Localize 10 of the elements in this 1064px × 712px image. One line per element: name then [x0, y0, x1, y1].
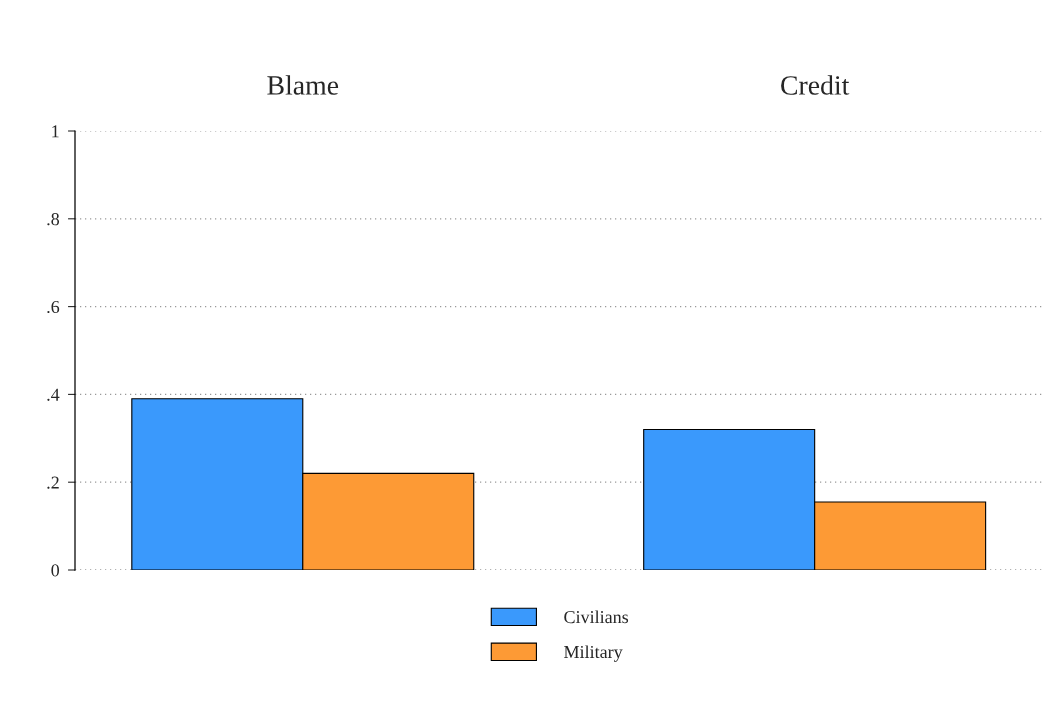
y-tick-label: .2: [47, 476, 59, 489]
y-tick-label: .8: [47, 213, 60, 226]
x-tick-label: Blame: [267, 75, 339, 95]
y-tick-label: .6: [47, 300, 60, 314]
y-tick-label: .4: [47, 388, 60, 401]
legend-label: Civilians: [564, 610, 629, 624]
y-tick-label: 1: [52, 125, 59, 138]
x-tick-label: Credit: [781, 75, 850, 95]
y-tick-label: 0: [51, 564, 60, 577]
legend-label: Military: [564, 645, 623, 662]
